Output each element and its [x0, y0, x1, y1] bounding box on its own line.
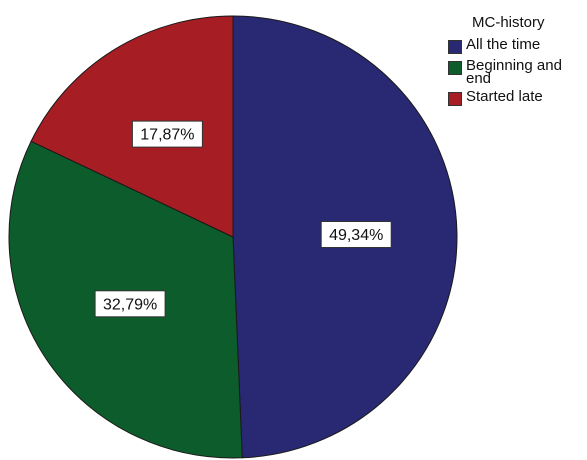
legend-item-started-late: Started late: [448, 88, 584, 106]
legend-swatch-all-the-time: [448, 40, 462, 54]
data-label-text: 49,34%: [329, 227, 383, 244]
data-label-started-late: 17,87%: [131, 120, 203, 148]
legend-item-beginning-and-end: Beginning and end: [448, 57, 584, 87]
data-label-box: [320, 221, 392, 248]
data-label-all-the-time: 49,34%: [320, 221, 392, 248]
legend-item-all-the-time: All the time: [448, 36, 584, 54]
data-label-beginning-and-end: 32,79%: [94, 290, 166, 318]
data-label-box: [131, 120, 203, 148]
legend-title: MC-history: [472, 14, 545, 31]
data-label-text: 17,87%: [140, 127, 194, 144]
data-label-text: 32,79%: [103, 296, 157, 313]
data-label-box: [94, 290, 166, 318]
legend-swatch-started-late: [448, 92, 462, 106]
legend-label-all-the-time: All the time: [466, 36, 541, 53]
legend-label-beginning-and-end: Beginning and end: [466, 57, 562, 87]
legend-label-started-late: Started late: [466, 88, 543, 105]
legend: MC-history All the time Beginning and en…: [448, 14, 584, 111]
legend-swatch-beginning-and-end: [448, 61, 462, 75]
